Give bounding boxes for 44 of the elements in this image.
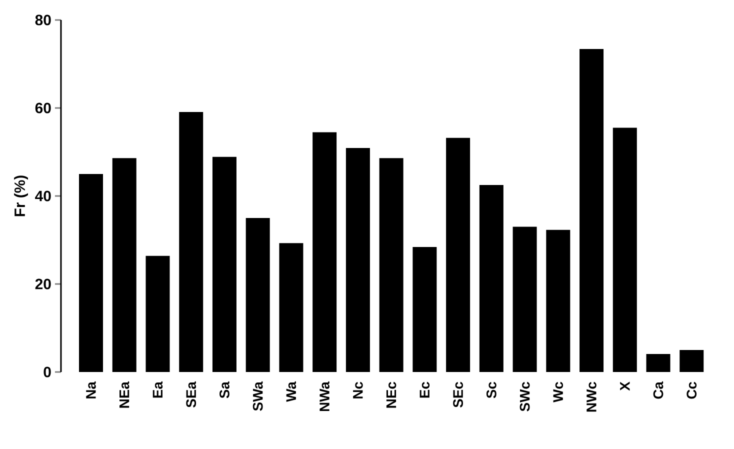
y-tick-label: 60 (35, 102, 51, 114)
x-tick-label: SEa (186, 381, 196, 408)
x-tick-label: Wa (286, 381, 296, 402)
x-tick-label: NWa (320, 381, 330, 412)
y-tick-label: 80 (35, 14, 51, 26)
bar (612, 128, 637, 372)
bar (546, 230, 570, 372)
bar (246, 218, 270, 372)
bar (512, 226, 537, 372)
x-tick-label: SWa (252, 381, 263, 411)
bar (112, 158, 136, 372)
x-tick-label: Ca (653, 381, 664, 399)
bar (580, 49, 604, 372)
y-tick-label: 0 (44, 366, 51, 378)
bar (179, 112, 204, 372)
x-tick-label: NWc (586, 382, 596, 412)
bar (279, 243, 304, 372)
bar (346, 148, 370, 372)
x-tick-label: Sa (220, 381, 230, 398)
bar (646, 354, 670, 372)
bar (79, 174, 103, 372)
x-tick-label: X (620, 382, 630, 391)
bar (680, 350, 704, 372)
x-tick-label: Ec (420, 382, 430, 398)
y-axis-title: Fr (%) (14, 176, 28, 216)
y-tick-label: 20 (35, 278, 51, 290)
bar (146, 256, 170, 372)
x-tick-label: Sc (486, 382, 496, 398)
bar (212, 156, 236, 372)
x-tick-label: NEc (386, 382, 396, 408)
x-tick-label: NEa (120, 381, 130, 408)
bar (479, 185, 504, 372)
x-tick-label: Cc (686, 382, 697, 399)
y-tick-label: 40 (35, 190, 51, 202)
x-tick-label: Ea (152, 381, 163, 398)
bar (446, 138, 470, 372)
bar (312, 132, 337, 372)
x-tick-label: Na (86, 381, 96, 398)
bar (412, 247, 437, 372)
x-tick-label: Nc (353, 382, 363, 398)
bar (379, 158, 404, 372)
x-tick-label: SEc (453, 382, 463, 408)
x-tick-label: Wc (553, 382, 564, 402)
x-tick-label: SWc (520, 382, 530, 412)
